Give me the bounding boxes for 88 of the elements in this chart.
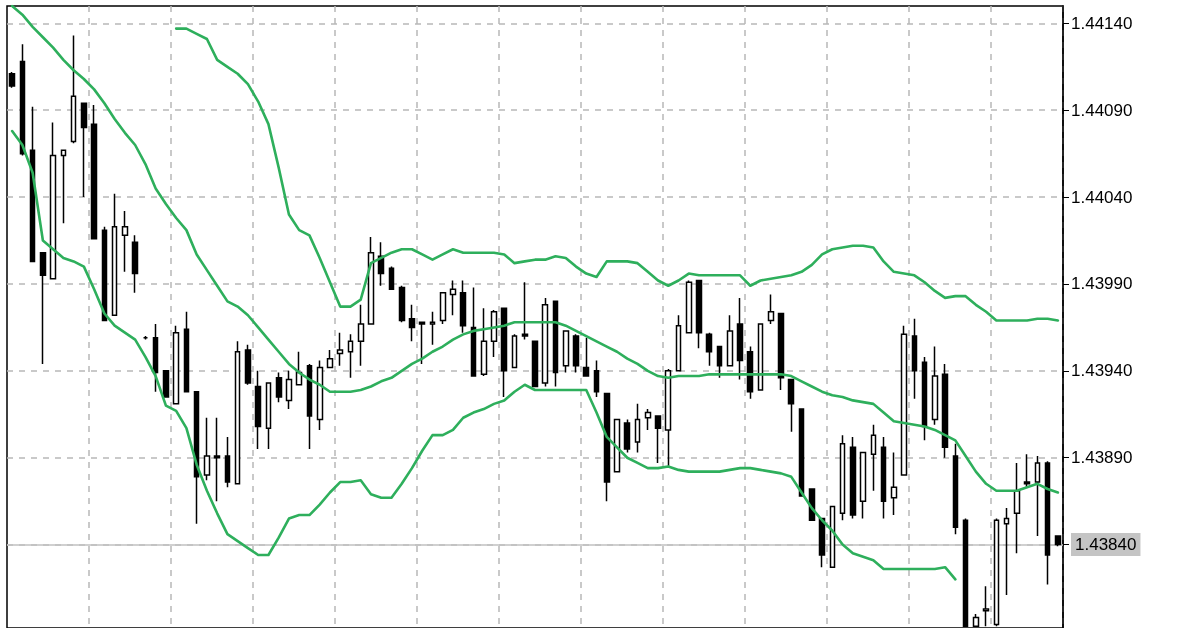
candlestick [1044,460,1051,586]
candlestick [859,451,867,520]
y-tick-label: 1.43890 [1071,448,1133,468]
candlestick [572,333,580,374]
candlestick [736,297,744,381]
candlestick [931,345,939,426]
candlestick [183,311,190,393]
candlestick [172,324,180,405]
candlestick [695,279,703,350]
candlestick [398,284,406,323]
candlestick [654,415,662,464]
candlestick [336,331,344,367]
candlestick [531,340,539,388]
candlestick [244,344,252,386]
candlestick [60,149,67,224]
candlestick [121,210,129,273]
candlestick [347,333,354,379]
candlestick [326,349,334,369]
candlestick [234,340,241,485]
y-tick-label: 1.44090 [1071,100,1133,120]
candlestick [49,121,57,280]
candlestick [664,368,672,468]
candlestick [480,307,488,377]
candlestick [582,337,590,377]
candlestick [716,345,723,379]
candlestick [1003,507,1010,596]
candlestick [705,331,713,367]
candlestick [787,378,795,433]
candlestick [408,304,416,343]
candlestick [213,417,221,502]
candlestick [90,104,98,240]
candlestick [265,382,272,450]
candlestick [39,251,47,365]
candlestick [541,297,549,388]
candlestick [470,286,477,377]
y-tick-label: 1.43990 [1071,274,1133,294]
y-tick-label: 1.44140 [1071,13,1133,33]
candlestick [921,356,928,442]
candlestick [870,423,877,492]
candlestick [224,436,231,489]
y-tick-label: 1.43840 [1075,535,1137,555]
candlestick [1034,455,1041,537]
candlestick [839,434,846,522]
candlestick [726,314,734,367]
y-tick-label: 1.43940 [1071,361,1133,381]
line-series [10,4,1060,494]
candlestick [111,192,118,317]
candlestick [849,436,857,520]
candlestick [890,451,898,516]
candlestick [275,371,283,403]
candlestick [459,279,467,334]
candlestick [306,363,313,450]
line-series [10,129,957,581]
candlestick [767,293,775,325]
candlestick [80,102,88,198]
candlestick [593,359,600,398]
candlestick [777,312,785,391]
y-tick-label: 1.44040 [1071,187,1133,207]
line-series [174,27,1060,322]
candlestick [131,234,139,294]
candlestick [900,324,908,476]
candlestick [449,279,457,317]
candlestick [439,291,447,325]
candlestick [644,408,652,431]
candlestick [952,443,959,535]
candlestick [675,314,682,372]
candlestick [1013,462,1021,555]
candlestick [285,370,293,410]
candlestick [634,403,641,454]
candlestick [623,418,631,454]
candlestick [511,333,518,369]
candlestick [254,370,262,450]
candlestick [521,281,529,341]
candlestick [880,436,887,520]
candlestick [388,265,395,290]
candlestick [562,330,570,374]
candlestick [70,34,77,145]
candlestick [418,321,426,365]
candlestick [941,363,949,459]
candlestick [500,307,508,398]
candlestick [429,311,436,346]
candlestick [162,370,170,398]
candlestick [911,317,918,400]
candlestick [685,279,693,334]
candlestick [203,417,211,482]
candlestick [1023,453,1031,489]
candlestick [152,323,159,393]
candlestick [357,304,365,367]
